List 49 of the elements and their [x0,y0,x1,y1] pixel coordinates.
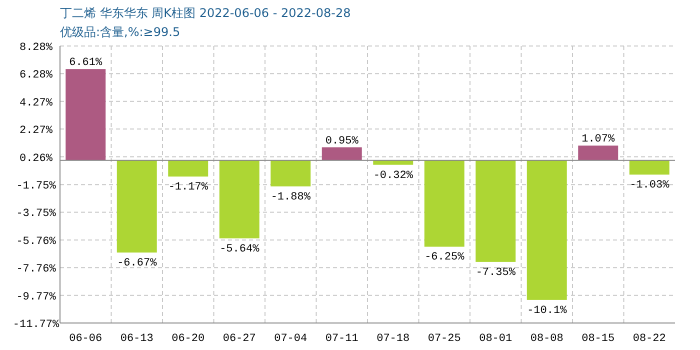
bar [578,146,618,160]
x-tick-label: 08-15 [582,333,615,345]
bar [270,160,311,186]
y-tick-label: 2.27% [19,125,53,138]
bar [168,160,208,177]
y-tick-label: -5.76% [16,236,56,248]
data-label: 0.95% [325,135,359,148]
x-tick-label: 07-25 [428,333,461,345]
y-tick-label: 0.26% [19,152,53,165]
data-label: -1.17% [168,182,208,194]
x-tick-label: 08-08 [530,333,564,345]
data-label: 1.07% [582,134,616,146]
x-tick-label: 07-11 [325,333,359,345]
bar [424,160,464,247]
x-tick-label: 06-27 [222,333,256,345]
bar [219,160,260,238]
y-tick-label: 4.27% [19,97,53,110]
data-label: 6.61% [69,57,103,70]
x-tick-label: 08-22 [632,333,666,345]
x-tick-label: 06-13 [120,333,154,345]
data-label: -1.88% [270,191,311,204]
chart-subtitle: 优级品:含量,%:≥99.5 [60,25,180,39]
x-tick-label: 07-04 [274,333,308,345]
data-label: -7.35% [476,266,516,279]
y-tick-label: -3.75% [16,208,56,220]
x-tick-label: 07-18 [376,333,410,345]
y-tick-label: -9.77% [16,291,56,304]
x-tick-label: 06-06 [69,333,102,345]
bar [476,160,516,262]
data-label: -1.03% [630,180,670,192]
data-label: -10.1% [527,304,568,317]
x-tick-label: 06-20 [172,333,205,345]
bar [629,160,670,175]
bar [526,160,567,300]
bar [322,147,362,160]
x-tick-label: 08-01 [479,333,513,345]
y-tick-label: 8.28% [19,42,53,54]
data-label: -6.67% [117,258,158,270]
data-label: -5.64% [220,243,260,256]
chart-title: 丁二烯 华东华东 周K柱图 2022-06-06 - 2022-08-28 [60,6,351,20]
y-tick-label: -7.76% [16,264,56,276]
bar [373,160,414,165]
y-tick-label: -11.77% [12,319,60,331]
y-tick-label: 6.28% [19,70,53,82]
bar [66,69,106,160]
y-tick-label: -1.75% [16,180,56,193]
data-label: -0.32% [373,170,414,182]
bar [116,160,157,253]
data-label: -6.25% [424,252,465,264]
